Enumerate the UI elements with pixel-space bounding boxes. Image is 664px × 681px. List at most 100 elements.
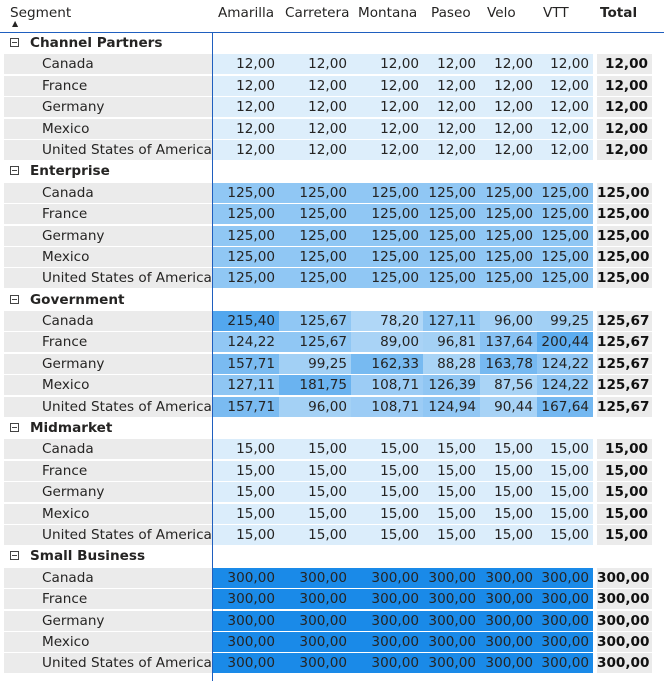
value-cell[interactable]: 12,00 [423,97,480,118]
value-cell[interactable]: 15,00 [480,460,537,481]
value-cell[interactable]: 108,71 [351,396,423,417]
value-cell[interactable]: 12,00 [279,118,351,139]
value-cell[interactable]: 15,00 [279,460,351,481]
value-cell[interactable]: 15,00 [423,460,480,481]
value-cell[interactable]: 88,28 [423,353,480,374]
group-label[interactable]: Channel Partners [30,35,163,51]
value-cell[interactable]: 300,00 [423,610,480,631]
country-label[interactable]: United States of America [42,526,212,543]
total-cell[interactable]: 15,00 [597,439,652,460]
column-header-montana[interactable]: Montana [358,5,418,21]
value-cell[interactable]: 124,22 [213,332,279,353]
country-label[interactable]: Canada [42,184,94,201]
value-cell[interactable]: 12,00 [213,75,279,96]
value-cell[interactable]: 300,00 [537,631,593,652]
value-cell[interactable]: 12,00 [351,75,423,96]
value-cell[interactable]: 300,00 [537,653,593,674]
value-cell[interactable]: 15,00 [213,503,279,524]
column-header-paseo[interactable]: Paseo [431,5,471,21]
value-cell[interactable]: 12,00 [537,75,593,96]
collapse-icon[interactable] [10,166,19,176]
segment-column-header[interactable]: Segment [10,5,72,21]
value-cell[interactable]: 12,00 [351,54,423,75]
value-cell[interactable]: 15,00 [423,524,480,545]
group-label[interactable]: Midmarket [30,420,113,437]
value-cell[interactable]: 127,11 [213,375,279,396]
value-cell[interactable]: 300,00 [423,653,480,674]
column-header-carretera[interactable]: Carretera [285,5,350,21]
group-label[interactable]: Government [30,291,125,308]
value-cell[interactable]: 125,00 [213,268,279,289]
total-cell[interactable]: 15,00 [597,460,652,481]
value-cell[interactable]: 125,00 [213,225,279,246]
value-cell[interactable]: 12,00 [213,139,279,160]
value-cell[interactable]: 12,00 [480,54,537,75]
value-cell[interactable]: 300,00 [351,610,423,631]
total-cell[interactable]: 300,00 [597,631,652,652]
total-cell[interactable]: 125,67 [597,311,652,332]
value-cell[interactable]: 12,00 [537,54,593,75]
value-cell[interactable]: 125,00 [537,246,593,267]
total-cell[interactable]: 125,67 [597,375,652,396]
value-cell[interactable]: 300,00 [351,589,423,610]
country-label[interactable]: Canada [42,56,94,73]
value-cell[interactable]: 127,11 [423,311,480,332]
value-cell[interactable]: 125,00 [480,182,537,203]
country-label[interactable]: France [42,334,88,351]
value-cell[interactable]: 125,00 [537,182,593,203]
value-cell[interactable]: 125,00 [351,204,423,225]
total-cell[interactable]: 125,67 [597,332,652,353]
value-cell[interactable]: 125,67 [279,332,351,353]
value-cell[interactable]: 125,00 [537,268,593,289]
value-cell[interactable]: 15,00 [351,460,423,481]
group-label[interactable]: Enterprise [30,163,110,180]
value-cell[interactable]: 15,00 [537,503,593,524]
value-cell[interactable]: 125,67 [279,311,351,332]
value-cell[interactable]: 15,00 [351,524,423,545]
collapse-icon[interactable] [10,551,19,561]
value-cell[interactable]: 125,00 [423,246,480,267]
value-cell[interactable]: 15,00 [480,524,537,545]
column-header-total[interactable]: Total [600,5,638,21]
value-cell[interactable]: 125,00 [213,246,279,267]
country-label[interactable]: Canada [42,441,94,458]
sort-up-icon[interactable]: ▲ [12,19,19,28]
value-cell[interactable]: 15,00 [279,482,351,503]
value-cell[interactable]: 125,00 [423,268,480,289]
country-label[interactable]: France [42,206,88,223]
value-cell[interactable]: 15,00 [351,439,423,460]
value-cell[interactable]: 12,00 [279,75,351,96]
total-cell[interactable]: 12,00 [597,54,652,75]
total-cell[interactable]: 300,00 [597,610,652,631]
total-cell[interactable]: 12,00 [597,118,652,139]
total-cell[interactable]: 300,00 [597,653,652,674]
value-cell[interactable]: 167,64 [537,396,593,417]
column-header-vtt[interactable]: VTT [543,5,569,21]
value-cell[interactable]: 300,00 [279,610,351,631]
value-cell[interactable]: 15,00 [480,503,537,524]
value-cell[interactable]: 96,00 [480,311,537,332]
country-label[interactable]: United States of America [42,270,212,287]
value-cell[interactable]: 125,00 [480,246,537,267]
value-cell[interactable]: 12,00 [213,97,279,118]
value-cell[interactable]: 12,00 [537,118,593,139]
value-cell[interactable]: 12,00 [213,54,279,75]
value-cell[interactable]: 137,64 [480,332,537,353]
value-cell[interactable]: 12,00 [351,118,423,139]
value-cell[interactable]: 12,00 [351,139,423,160]
value-cell[interactable]: 200,44 [537,332,593,353]
value-cell[interactable]: 300,00 [351,567,423,588]
collapse-icon[interactable] [10,294,19,304]
value-cell[interactable]: 300,00 [351,653,423,674]
value-cell[interactable]: 300,00 [213,567,279,588]
value-cell[interactable]: 125,00 [279,182,351,203]
country-label[interactable]: United States of America [42,655,212,672]
value-cell[interactable]: 12,00 [480,118,537,139]
value-cell[interactable]: 15,00 [423,439,480,460]
value-cell[interactable]: 300,00 [351,631,423,652]
value-cell[interactable]: 157,71 [213,353,279,374]
value-cell[interactable]: 125,00 [480,268,537,289]
value-cell[interactable]: 162,33 [351,353,423,374]
value-cell[interactable]: 124,94 [423,396,480,417]
value-cell[interactable]: 15,00 [480,482,537,503]
